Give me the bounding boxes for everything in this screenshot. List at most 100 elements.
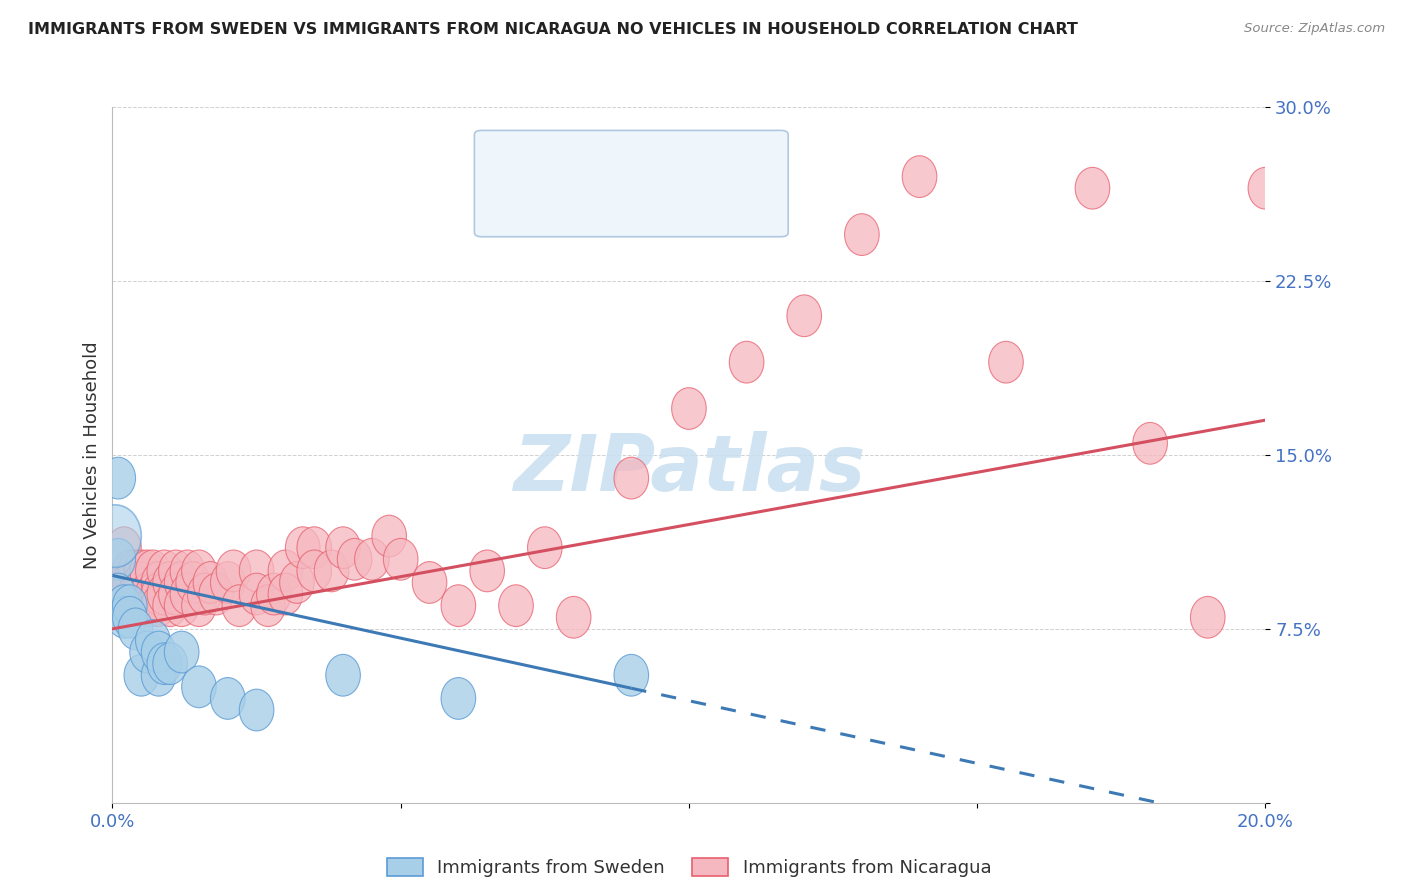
Ellipse shape [441, 585, 475, 626]
Ellipse shape [239, 550, 274, 591]
Ellipse shape [101, 574, 135, 615]
Ellipse shape [441, 678, 475, 719]
Ellipse shape [181, 666, 217, 707]
Ellipse shape [170, 574, 205, 615]
Ellipse shape [148, 574, 181, 615]
Ellipse shape [129, 550, 165, 591]
Ellipse shape [159, 550, 193, 591]
Ellipse shape [211, 678, 245, 719]
Text: R =  0.352  N = 75: R = 0.352 N = 75 [531, 190, 728, 209]
Ellipse shape [135, 550, 170, 591]
Ellipse shape [141, 632, 176, 673]
Ellipse shape [153, 562, 187, 603]
Ellipse shape [211, 562, 245, 603]
Ellipse shape [124, 585, 159, 626]
Ellipse shape [107, 562, 141, 603]
Ellipse shape [470, 550, 505, 591]
Ellipse shape [200, 574, 233, 615]
Ellipse shape [101, 562, 135, 603]
Ellipse shape [326, 527, 360, 568]
Ellipse shape [297, 527, 332, 568]
Ellipse shape [101, 458, 135, 499]
Ellipse shape [193, 562, 228, 603]
Ellipse shape [239, 574, 274, 615]
Ellipse shape [124, 655, 159, 696]
Ellipse shape [222, 585, 256, 626]
Ellipse shape [557, 597, 591, 638]
Ellipse shape [148, 550, 181, 591]
Ellipse shape [112, 585, 148, 626]
Ellipse shape [187, 574, 222, 615]
Text: IMMIGRANTS FROM SWEDEN VS IMMIGRANTS FROM NICARAGUA NO VEHICLES IN HOUSEHOLD COR: IMMIGRANTS FROM SWEDEN VS IMMIGRANTS FRO… [28, 22, 1078, 37]
Ellipse shape [118, 574, 153, 615]
Ellipse shape [118, 550, 153, 591]
Ellipse shape [124, 550, 159, 591]
Ellipse shape [107, 527, 141, 568]
Text: Source: ZipAtlas.com: Source: ZipAtlas.com [1244, 22, 1385, 36]
Ellipse shape [297, 550, 332, 591]
Ellipse shape [165, 632, 200, 673]
Ellipse shape [129, 632, 165, 673]
Ellipse shape [354, 539, 389, 580]
Ellipse shape [614, 655, 648, 696]
Ellipse shape [315, 550, 349, 591]
Ellipse shape [153, 643, 187, 684]
Ellipse shape [118, 608, 153, 649]
Ellipse shape [107, 585, 141, 626]
Ellipse shape [845, 214, 879, 255]
Ellipse shape [285, 527, 321, 568]
Ellipse shape [112, 562, 148, 603]
Ellipse shape [135, 574, 170, 615]
Ellipse shape [170, 550, 205, 591]
Ellipse shape [787, 295, 821, 336]
Ellipse shape [124, 562, 159, 603]
Ellipse shape [112, 597, 148, 638]
Ellipse shape [672, 388, 706, 429]
Ellipse shape [250, 585, 285, 626]
Y-axis label: No Vehicles in Household: No Vehicles in Household [83, 341, 101, 569]
Ellipse shape [217, 550, 250, 591]
Ellipse shape [90, 505, 141, 567]
Ellipse shape [148, 643, 181, 684]
Ellipse shape [165, 585, 200, 626]
Ellipse shape [165, 562, 200, 603]
Ellipse shape [1191, 597, 1225, 638]
Ellipse shape [280, 562, 315, 603]
Ellipse shape [257, 574, 291, 615]
Ellipse shape [412, 562, 447, 603]
Ellipse shape [337, 539, 371, 580]
Ellipse shape [269, 550, 302, 591]
Ellipse shape [141, 585, 176, 626]
Text: ZIPatlas: ZIPatlas [513, 431, 865, 507]
Ellipse shape [141, 562, 176, 603]
Ellipse shape [101, 585, 135, 626]
Ellipse shape [326, 655, 360, 696]
Ellipse shape [181, 585, 217, 626]
Ellipse shape [371, 516, 406, 557]
Ellipse shape [107, 585, 141, 626]
Ellipse shape [153, 585, 187, 626]
Ellipse shape [107, 597, 141, 638]
Ellipse shape [101, 539, 135, 580]
Ellipse shape [1133, 423, 1167, 464]
Ellipse shape [1249, 168, 1282, 209]
Legend: Immigrants from Sweden, Immigrants from Nicaragua: Immigrants from Sweden, Immigrants from … [380, 850, 998, 884]
Ellipse shape [988, 342, 1024, 383]
Ellipse shape [141, 574, 176, 615]
Ellipse shape [730, 342, 763, 383]
Ellipse shape [135, 620, 170, 661]
Ellipse shape [384, 539, 418, 580]
Ellipse shape [1076, 168, 1109, 209]
Ellipse shape [239, 690, 274, 731]
Ellipse shape [903, 156, 936, 197]
Ellipse shape [527, 527, 562, 568]
Text: R = -0.234  N = 22: R = -0.234 N = 22 [531, 145, 728, 162]
Ellipse shape [499, 585, 533, 626]
Ellipse shape [269, 574, 302, 615]
Ellipse shape [135, 585, 170, 626]
Ellipse shape [159, 574, 193, 615]
Ellipse shape [176, 562, 211, 603]
Ellipse shape [112, 585, 148, 626]
Ellipse shape [614, 458, 648, 499]
Ellipse shape [141, 655, 176, 696]
